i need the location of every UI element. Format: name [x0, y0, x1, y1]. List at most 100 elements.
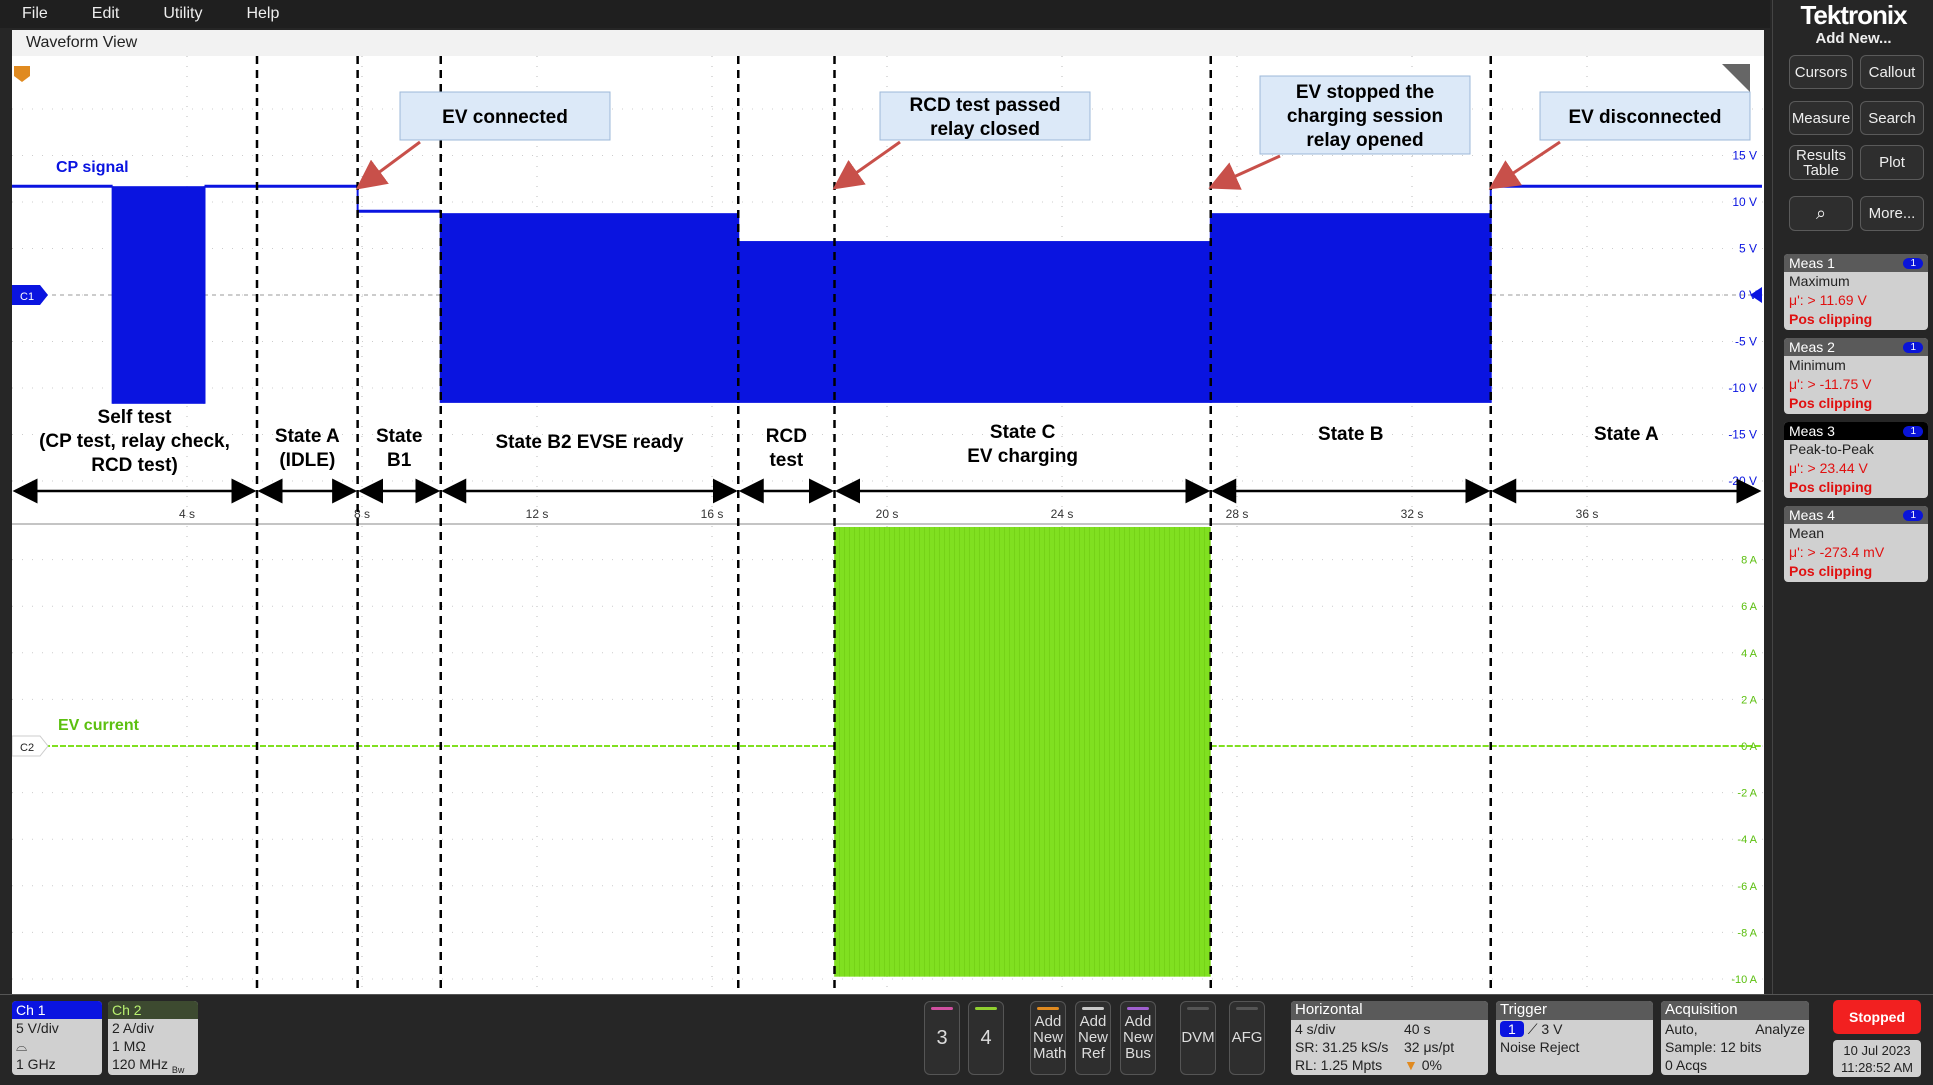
state-label: Self test	[98, 407, 173, 428]
channel-badge: 1	[1903, 341, 1923, 353]
annotation-text: RCD test passed	[910, 95, 1061, 116]
state-label: (IDLE)	[279, 450, 335, 471]
menu-help[interactable]: Help	[246, 5, 280, 22]
time-per-point: 32 μs/pt	[1404, 1039, 1455, 1055]
date-time: 10 Jul 2023 11:28:52 AM	[1833, 1040, 1921, 1077]
ev-current-label: EV current	[58, 717, 140, 734]
cp-signal-label: CP signal	[56, 159, 129, 176]
cp-signal-pwm-block	[834, 241, 1211, 403]
ch4-button[interactable]: 4	[968, 1001, 1004, 1075]
meas-2-badge[interactable]: Meas 2 1 Minimum μ': > -11.75 V Pos clipp…	[1784, 338, 1928, 414]
trigger-level: 3 V	[1541, 1021, 1563, 1037]
y-tick-label: 4 A	[1741, 648, 1758, 660]
y-tick-label: -2 A	[1737, 788, 1757, 800]
trigger-position-icon: ▼	[1404, 1057, 1418, 1073]
more-button[interactable]: More...	[1860, 196, 1924, 231]
ch2-impedance: 1 MΩ	[112, 1038, 146, 1054]
add-bus-button[interactable]: Add New Bus	[1120, 1001, 1156, 1075]
annotation-text: EV disconnected	[1568, 107, 1721, 128]
state-label: RCD	[766, 426, 807, 447]
waveform-plot[interactable]: CP signal EV current C1 C2 15 V 10 V 5 V 0 V -5 …	[12, 56, 1764, 994]
plot-button[interactable]: Plot	[1860, 145, 1924, 180]
meas-4-badge[interactable]: Meas 4 1 Mean μ': > -273.4 mV Pos clippin…	[1784, 506, 1928, 582]
state-label: State	[376, 426, 422, 447]
cp-signal-pwm-block	[1210, 213, 1491, 403]
search-button[interactable]: Search	[1860, 101, 1924, 135]
meas-title: Meas 1	[1789, 255, 1835, 271]
horizontal-badge[interactable]: Horizontal 4 s/div 40 s SR: 31.25 kS/s 32 …	[1291, 1001, 1488, 1075]
x-tick-label: 28 s	[1226, 507, 1249, 521]
ch1-title: Ch 1	[12, 1001, 102, 1019]
meas-value: μ': > -11.75 V	[1789, 376, 1872, 392]
run-stop-button[interactable]: Stopped	[1833, 1000, 1921, 1034]
meas-type: Peak-to-Peak	[1789, 441, 1874, 457]
annotation-arrow	[1208, 154, 1281, 190]
trigger-source: 1	[1500, 1021, 1524, 1037]
y-tick-label: -10 V	[1728, 381, 1757, 395]
y-tick-label: 0 A	[1741, 741, 1758, 753]
c1-marker	[12, 285, 48, 305]
rising-edge-icon: ⟋	[1527, 1021, 1538, 1037]
meas-1-badge[interactable]: Meas 1 1 Maximum μ': > 11.69 V Pos clippi…	[1784, 254, 1928, 330]
x-tick-label: 20 s	[876, 507, 899, 521]
cursors-button[interactable]: Cursors	[1789, 55, 1853, 89]
analyze-label: Analyze	[1755, 1021, 1805, 1037]
ch2-badge[interactable]: Ch 2 2 A/div 1 MΩ 120 MHz Bw	[108, 1001, 198, 1075]
state-label: EV charging	[967, 446, 1078, 467]
waveform-view-header: Waveform View	[12, 30, 1764, 56]
callout-button[interactable]: Callout	[1860, 55, 1924, 89]
trigger-level-arrow	[1750, 287, 1762, 303]
afg-button[interactable]: AFG	[1229, 1001, 1265, 1075]
ch1-scale: 5 V/div	[16, 1020, 59, 1036]
horizontal-title: Horizontal	[1291, 1001, 1488, 1020]
trigger-position: 0%	[1421, 1057, 1442, 1073]
results-table-button[interactable]: Results Table	[1789, 145, 1853, 180]
meas-status: Pos clipping	[1789, 479, 1873, 495]
x-tick-label: 12 s	[526, 507, 549, 521]
y-tick-label: -15 V	[1728, 428, 1757, 442]
add-math-button[interactable]: Add New Math	[1030, 1001, 1066, 1075]
menu-edit[interactable]: Edit	[91, 5, 120, 22]
annotation-box	[1539, 91, 1751, 141]
meas-value: μ': > -273.4 mV	[1789, 544, 1885, 560]
meas-type: Minimum	[1789, 357, 1846, 373]
menu-utility[interactable]: Utility	[163, 5, 203, 22]
annotation-text: relay closed	[930, 119, 1040, 140]
y-tick-label: 5 V	[1739, 242, 1757, 256]
probe-icon: ⌓	[16, 1038, 28, 1054]
ch2-scale: 2 A/div	[112, 1020, 155, 1036]
annotation-arrow	[832, 140, 901, 190]
ch3-button[interactable]: 3	[924, 1001, 960, 1075]
ev-current-block	[834, 526, 1211, 977]
trigger-title: Trigger	[1496, 1001, 1653, 1020]
dvm-button[interactable]: DVM	[1180, 1001, 1216, 1075]
x-tick-label: 4 s	[179, 507, 195, 521]
acquisition-badge[interactable]: Acquisition Auto, Analyze Sample: 12 bits…	[1661, 1001, 1809, 1075]
x-tick-label: 16 s	[701, 507, 724, 521]
channel-badge: 1	[1903, 425, 1923, 437]
record-length: RL: 1.25 Mpts	[1295, 1057, 1383, 1073]
menu-file[interactable]: File	[22, 5, 48, 22]
state-label: B1	[387, 450, 412, 471]
date: 10 Jul 2023	[1843, 1043, 1911, 1058]
add-new-label: Add New...	[1815, 30, 1892, 47]
trigger-mode: Noise Reject	[1500, 1039, 1580, 1055]
y-tick-label: -20 V	[1728, 474, 1757, 488]
state-label: State B2 EVSE ready	[496, 432, 684, 453]
time: 11:28:52 AM	[1840, 1060, 1914, 1075]
state-label: State A	[1594, 424, 1659, 445]
c2-marker-label: C2	[20, 742, 34, 754]
meas-3-badge[interactable]: Meas 3 1 Peak-to-Peak μ': > 23.44 V Pos c…	[1784, 422, 1928, 498]
ch1-badge[interactable]: Ch 1 5 V/div ⌓ 1 GHz Bw	[12, 1001, 102, 1075]
meas-type: Maximum	[1789, 273, 1850, 289]
state-label: RCD test)	[91, 455, 178, 476]
y-tick-label: 6 A	[1741, 601, 1758, 613]
annotation-text: relay opened	[1306, 130, 1423, 151]
measure-button[interactable]: Measure	[1789, 101, 1853, 135]
annotation-text: charging session	[1287, 106, 1443, 127]
ch2-bandwidth: 120 MHz Bw	[112, 1056, 185, 1075]
trigger-time-marker	[14, 66, 30, 82]
zoom-search-button[interactable]: ⌕	[1789, 196, 1853, 231]
trigger-badge[interactable]: Trigger 1 ⟋ 3 V Noise Reject	[1496, 1001, 1653, 1075]
add-ref-button[interactable]: Add New Ref	[1075, 1001, 1111, 1075]
